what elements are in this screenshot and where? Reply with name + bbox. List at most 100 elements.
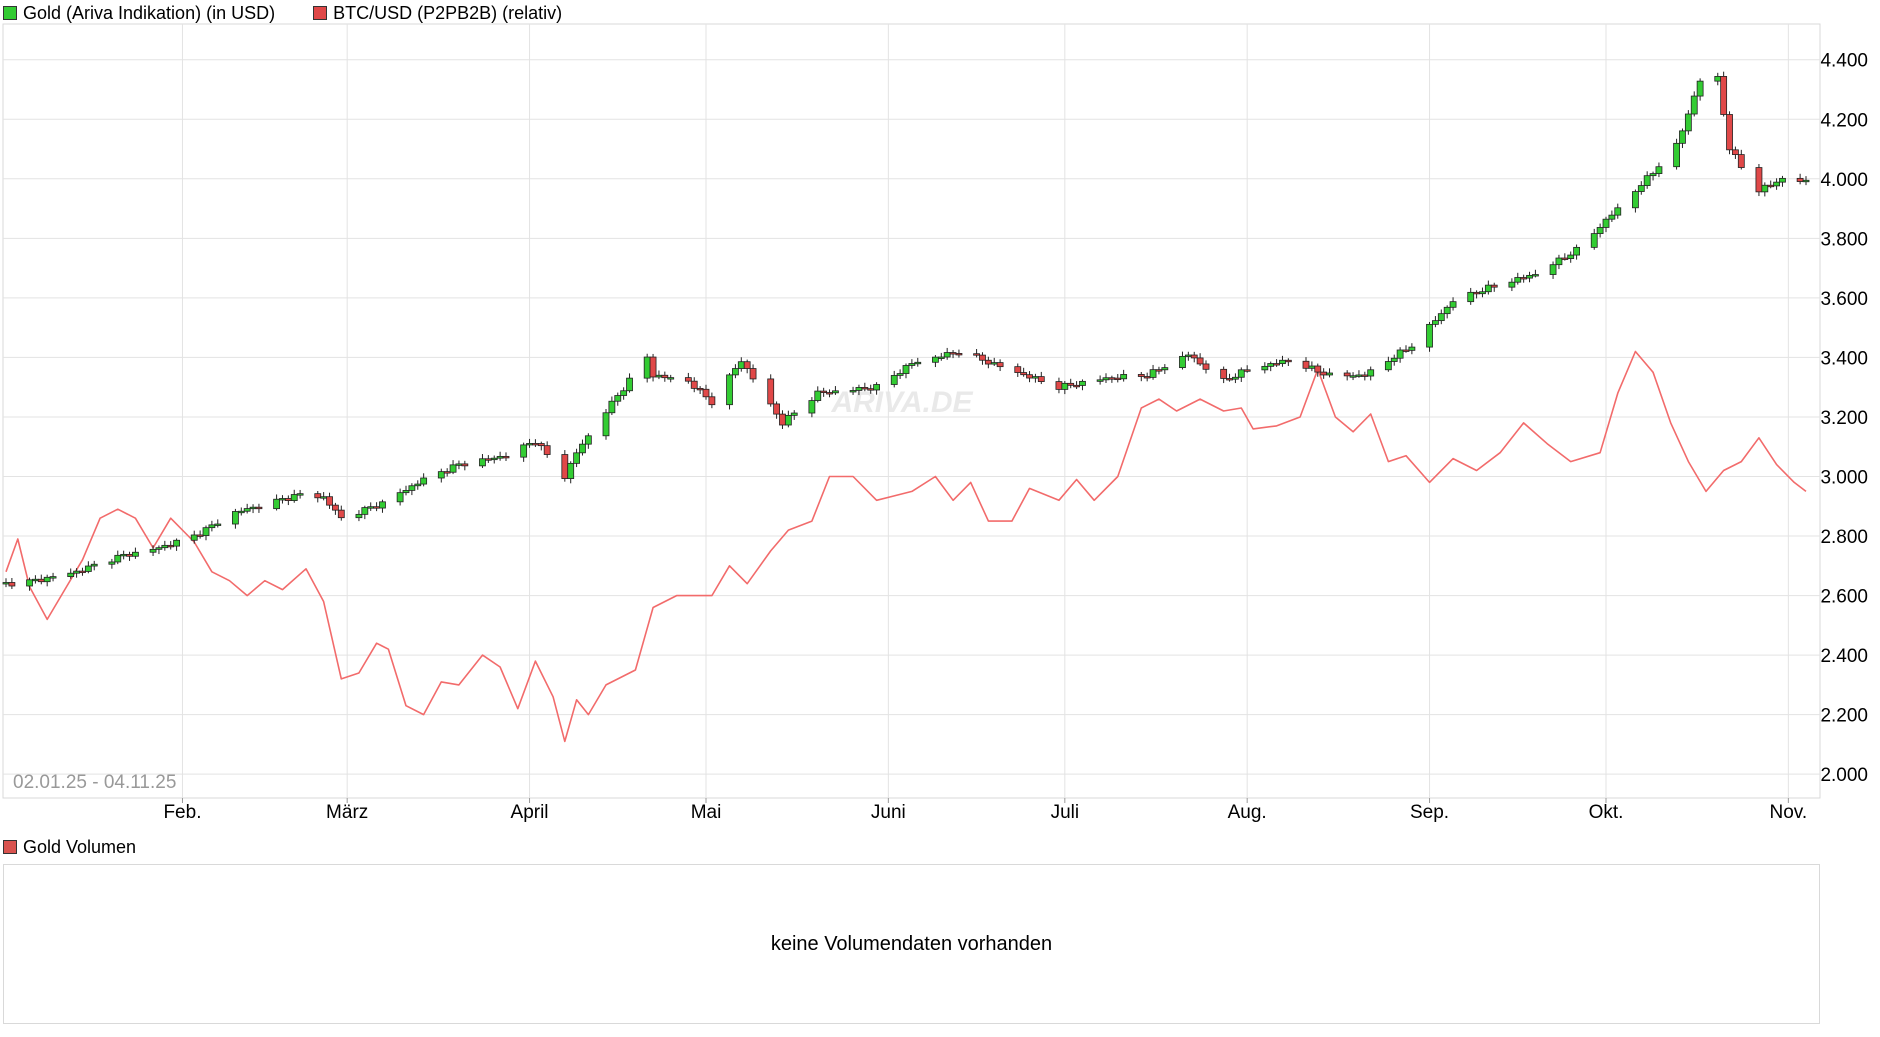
x-tick-label: Okt. <box>1589 802 1624 823</box>
y-tick-label: 3.600 <box>1820 289 1868 310</box>
candle-down <box>1561 257 1569 260</box>
candle-up <box>496 455 504 459</box>
candle-down <box>37 578 45 583</box>
chart-grid <box>2 23 1821 799</box>
candle-up <box>449 464 457 473</box>
candle-up <box>149 548 157 553</box>
candle-up <box>1467 291 1475 303</box>
candle-down <box>1190 354 1198 359</box>
candle-up <box>1679 130 1686 144</box>
candle-up <box>620 390 628 396</box>
y-tick-label: 4.400 <box>1820 51 1868 72</box>
candle-up <box>402 490 410 494</box>
x-tick-label: Sep. <box>1410 802 1449 823</box>
gold-candlestick-series <box>2 71 1810 591</box>
candle-down <box>749 368 757 380</box>
candle-up <box>479 458 486 467</box>
volume-swatch-icon <box>3 840 17 854</box>
candle-up <box>132 551 139 557</box>
candle-up <box>90 563 98 567</box>
candle-up <box>161 544 169 549</box>
candle-up <box>1432 320 1439 325</box>
candle-up <box>849 390 857 393</box>
candle-down <box>1073 384 1080 388</box>
candle-up <box>1308 365 1316 369</box>
candle-down <box>1767 184 1775 188</box>
candle-up <box>808 400 816 414</box>
candle-up <box>1637 185 1645 192</box>
candle-down <box>1055 381 1063 390</box>
candle-up <box>455 463 463 466</box>
volume-empty-message: keine Volumendaten vorhanden <box>770 933 1053 955</box>
candle-up <box>1614 207 1622 216</box>
candle-down <box>826 392 833 395</box>
legend-item-btc[interactable]: BTC/USD (P2PB2B) (relativ) <box>313 3 562 24</box>
candle-down <box>1137 374 1145 377</box>
candle-up <box>1567 254 1575 260</box>
candle-down <box>314 493 322 499</box>
candle-up <box>355 513 363 519</box>
candle-up <box>784 414 792 426</box>
candle-up <box>1696 80 1704 97</box>
candle-up <box>173 539 180 547</box>
candle-down <box>1490 284 1498 288</box>
legend-btc-label: BTC/USD (P2PB2B) (relativ) <box>333 2 563 23</box>
candle-up <box>943 352 951 358</box>
candle-down <box>708 396 716 406</box>
candle-up <box>1267 363 1275 367</box>
candle-down <box>337 509 345 519</box>
candle-up <box>1349 375 1357 378</box>
x-tick-label: März <box>326 802 368 823</box>
candle-up <box>832 390 839 394</box>
candle-up <box>1396 349 1404 359</box>
candle-up <box>1355 374 1363 377</box>
candle-down <box>1067 382 1075 386</box>
candle-up <box>1555 257 1563 266</box>
candle-up <box>1802 179 1810 183</box>
candle-up <box>361 507 369 515</box>
candle-up <box>1232 376 1239 380</box>
candle-up <box>726 374 733 406</box>
x-tick-label: Juli <box>1051 802 1080 823</box>
candle-up <box>1632 191 1639 209</box>
candle-down <box>649 356 657 378</box>
candle-down <box>743 361 751 369</box>
candle-down <box>326 496 333 506</box>
candle-down <box>1314 365 1322 373</box>
candle-down <box>1284 359 1292 363</box>
candle-down <box>1202 363 1210 370</box>
candle-up <box>120 553 128 557</box>
candle-up <box>279 498 286 501</box>
btc-line-series <box>5 350 1807 743</box>
candle-up <box>1408 346 1416 351</box>
volume-label: Gold Volumen <box>23 836 137 857</box>
candle-down <box>561 454 569 479</box>
candle-up <box>396 492 404 503</box>
candle-down <box>690 380 698 389</box>
candle-down <box>484 458 492 461</box>
candle-up <box>1390 357 1398 362</box>
legend-item-gold[interactable]: Gold (Ariva Indikation) (in USD) <box>3 3 275 24</box>
candle-down <box>532 443 539 446</box>
candle-down <box>79 570 86 574</box>
y-tick-label: 4.200 <box>1820 110 1868 131</box>
candle-down <box>1402 349 1410 352</box>
candle-up <box>626 377 633 392</box>
candle-down <box>1020 372 1028 376</box>
candle-up <box>655 374 663 378</box>
candle-up <box>108 561 116 565</box>
candle-down <box>543 445 551 455</box>
btc-line <box>5 350 1807 743</box>
candle-up <box>49 576 57 579</box>
candle-up <box>1655 166 1663 174</box>
candle-up <box>908 363 916 366</box>
candle-up <box>790 412 798 416</box>
candle-up <box>379 501 386 509</box>
candle-up <box>614 395 622 402</box>
candle-up <box>1484 284 1492 293</box>
plot-frame <box>2 23 1821 799</box>
candle-up <box>1773 181 1780 187</box>
volume-legend: Gold Volumen <box>3 836 136 858</box>
candle-up <box>114 554 122 563</box>
candle-up <box>155 547 163 550</box>
